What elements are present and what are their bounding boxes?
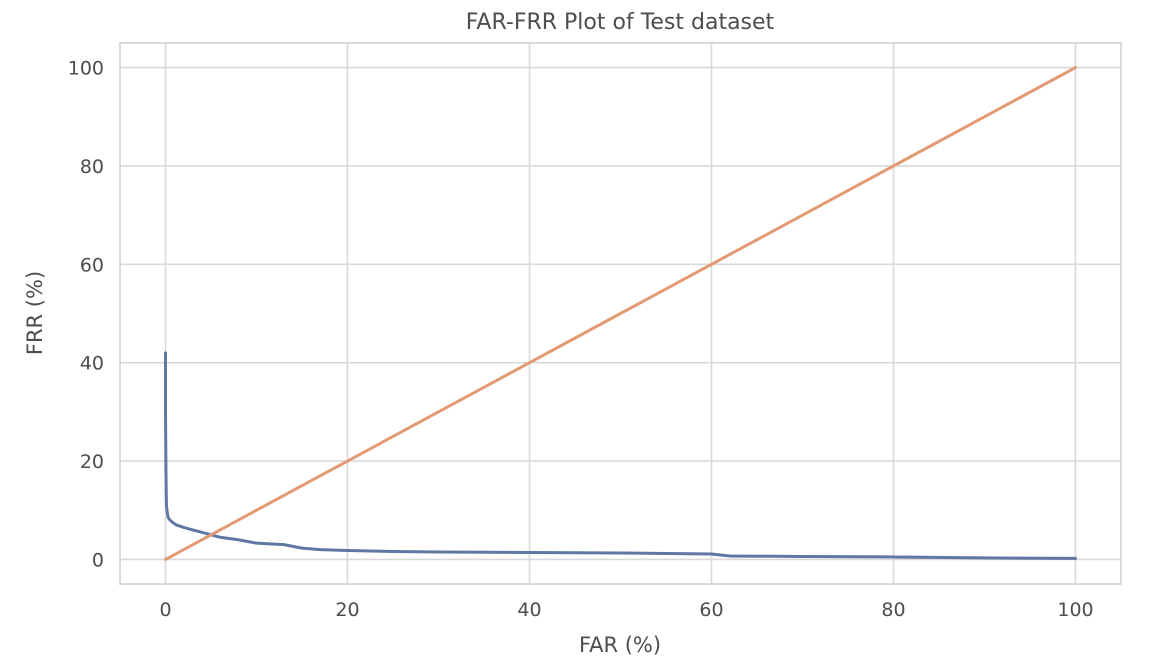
x-tick-label: 0 xyxy=(159,599,171,621)
y-tick-label: 0 xyxy=(92,549,104,571)
x-tick-label: 80 xyxy=(881,599,905,621)
grid xyxy=(120,43,1121,584)
chart-title: FAR-FRR Plot of Test dataset xyxy=(466,10,775,35)
series-group xyxy=(164,66,1077,561)
y-tick-label: 100 xyxy=(68,58,104,80)
y-tick-label: 80 xyxy=(80,156,104,178)
x-tick-label: 60 xyxy=(699,599,723,621)
x-axis-label: FAR (%) xyxy=(579,633,661,657)
y-tick-label: 40 xyxy=(80,353,104,375)
y-axis-label: FRR (%) xyxy=(23,271,47,355)
y-tick-label: 20 xyxy=(80,451,104,473)
series-line-far-frr-curve xyxy=(164,351,1077,560)
tick-labels: 0 20 40 60 80 100 0 20 40 60 80 100 xyxy=(68,58,1094,621)
x-tick-label: 20 xyxy=(335,599,359,621)
series-line-diagonal xyxy=(164,66,1077,561)
x-tick-label: 100 xyxy=(1057,599,1093,621)
x-tick-label: 40 xyxy=(517,599,541,621)
plot-area-frame xyxy=(119,42,1122,585)
y-tick-label: 60 xyxy=(80,254,104,276)
